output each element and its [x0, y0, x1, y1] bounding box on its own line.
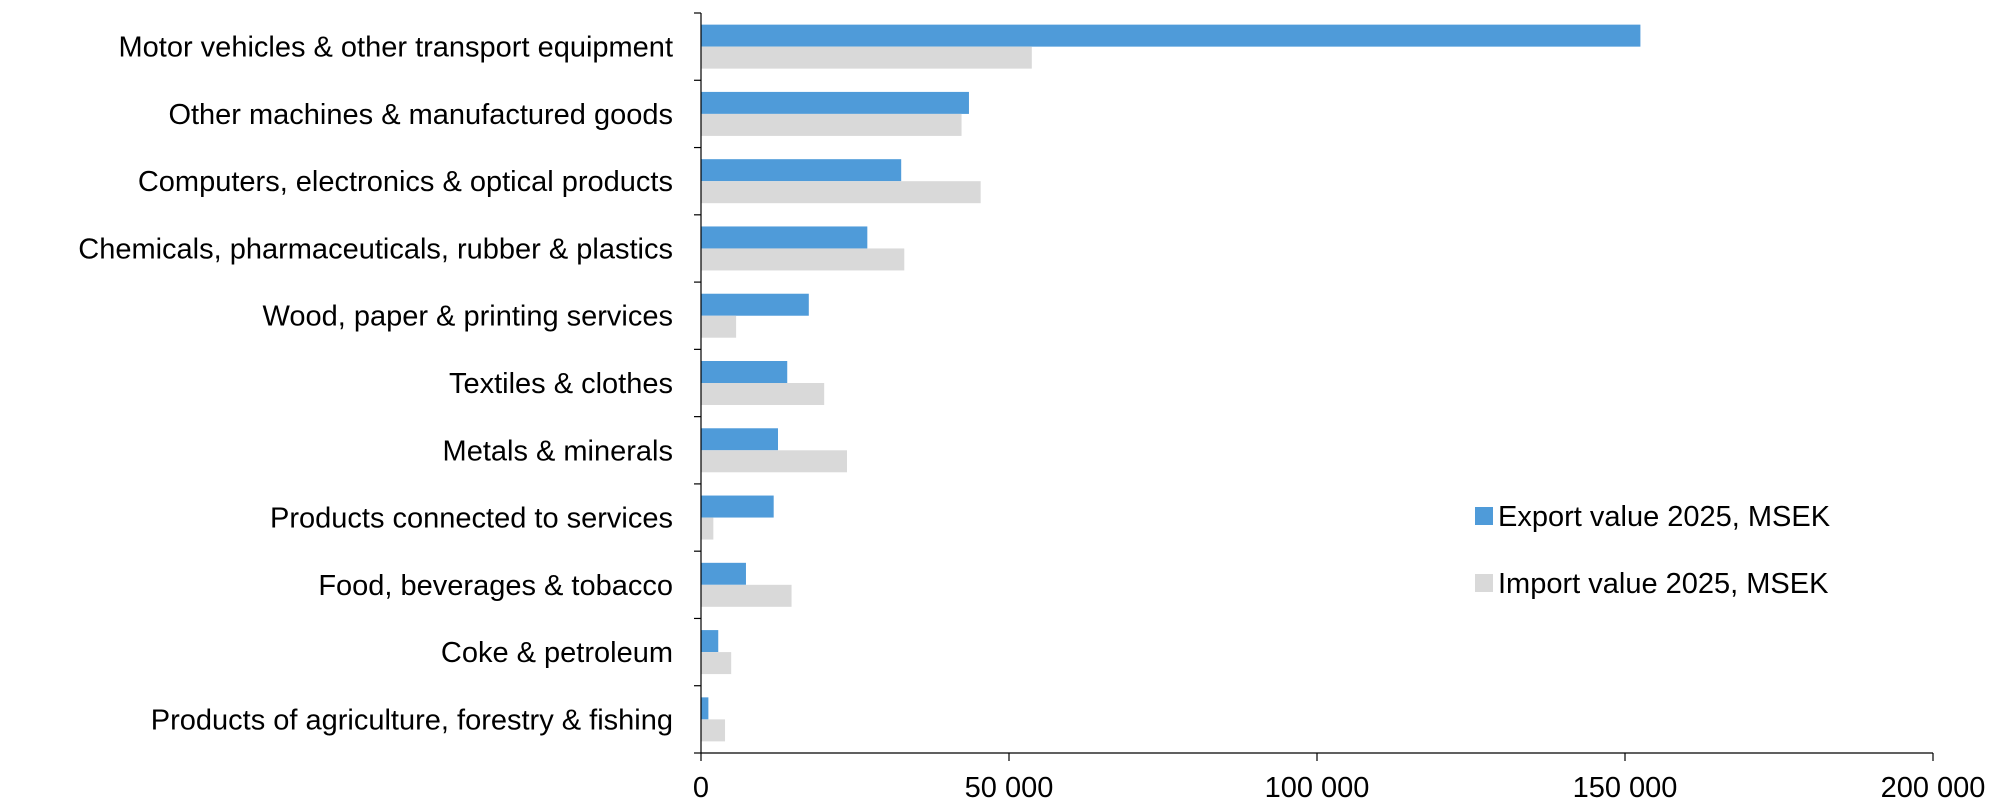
- export-bar-0: [701, 24, 1641, 47]
- category-label: Products connected to services: [270, 503, 673, 535]
- import-bar-1: [701, 113, 962, 136]
- export-bar-6: [701, 428, 778, 451]
- x-tick-label: 150 000: [1573, 772, 1678, 800]
- import-bar-7: [701, 517, 714, 540]
- category-label: Textiles & clothes: [449, 368, 673, 400]
- legend-label-export: Export value 2025, MSEK: [1498, 501, 1831, 533]
- export-bar-4: [701, 293, 809, 316]
- import-bar-4: [701, 315, 737, 338]
- import-bar-10: [701, 719, 726, 742]
- import-bar-3: [701, 248, 905, 271]
- x-tick-label: 0: [693, 772, 709, 800]
- category-label: Products of agriculture, forestry & fish…: [151, 704, 673, 736]
- category-labels: Motor vehicles & other transport equipme…: [78, 32, 673, 737]
- export-bar-1: [701, 91, 969, 114]
- axes-layer: [694, 12, 1934, 761]
- legend: Export value 2025, MSEK Import value 2025…: [1475, 501, 1831, 600]
- legend-swatch-export: [1475, 507, 1493, 525]
- category-label: Motor vehicles & other transport equipme…: [119, 32, 674, 64]
- export-bar-5: [701, 361, 788, 383]
- bars-layer: [701, 24, 1641, 742]
- export-bar-8: [701, 562, 746, 585]
- export-bar-2: [701, 159, 902, 182]
- legend-swatch-import: [1475, 574, 1493, 592]
- x-tick-label: 200 000: [1881, 772, 1986, 800]
- legend-label-import: Import value 2025, MSEK: [1498, 568, 1829, 600]
- category-label: Food, beverages & tobacco: [318, 570, 673, 602]
- category-label: Wood, paper & printing services: [262, 301, 673, 333]
- x-tick-labels: 0 50 000 100 000 150 000 200 000: [693, 772, 1985, 800]
- category-label: Metals & minerals: [443, 435, 673, 467]
- import-bar-9: [701, 652, 732, 675]
- import-bar-5: [701, 383, 825, 405]
- category-label: Chemicals, pharmaceuticals, rubber & pla…: [78, 233, 673, 265]
- x-tick-label: 100 000: [1265, 772, 1370, 800]
- export-bar-3: [701, 226, 868, 249]
- x-tick-label: 50 000: [965, 772, 1054, 800]
- import-bar-0: [701, 46, 1032, 69]
- import-bar-6: [701, 450, 847, 473]
- export-bar-7: [701, 495, 774, 518]
- category-label: Computers, electronics & optical product…: [138, 166, 673, 198]
- export-bar-10: [701, 697, 709, 720]
- import-bar-8: [701, 584, 792, 607]
- export-bar-9: [701, 630, 719, 653]
- import-bar-2: [701, 181, 981, 204]
- category-label: Coke & petroleum: [441, 637, 673, 669]
- category-label: Other machines & manufactured goods: [168, 99, 673, 131]
